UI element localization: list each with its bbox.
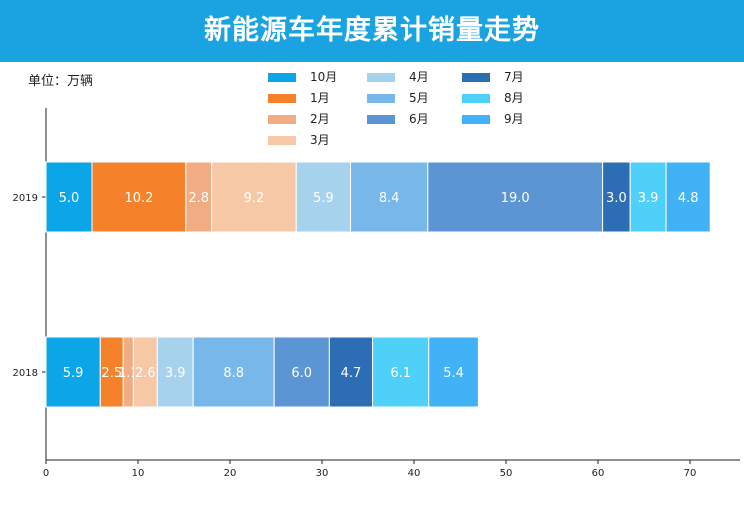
legend-swatch <box>462 73 490 82</box>
data-label: 10.2 <box>124 191 153 206</box>
data-label: 8.4 <box>379 191 400 206</box>
bar-segment <box>295 161 352 233</box>
data-label: 3.9 <box>165 366 186 381</box>
data-label: 4.7 <box>341 366 362 381</box>
legend-label: 3月 <box>310 133 330 147</box>
data-label: 3.0 <box>606 191 627 206</box>
data-label: 3.9 <box>638 191 659 206</box>
y-tick-label: 2018 <box>13 368 38 379</box>
legend-swatch <box>367 94 395 103</box>
x-tick-label: 10 <box>132 468 145 479</box>
data-label: 5.9 <box>313 191 334 206</box>
legend-label: 1月 <box>310 91 330 105</box>
bar-segment <box>372 336 430 408</box>
bar-segment <box>629 161 667 233</box>
legend-swatch <box>367 73 395 82</box>
data-label: 6.0 <box>291 366 312 381</box>
legend-label: 2月 <box>310 112 330 126</box>
bar-segment <box>192 336 275 408</box>
legend-swatch <box>462 115 490 124</box>
legend-label: 4月 <box>409 70 429 84</box>
data-label: 2.8 <box>188 191 209 206</box>
x-tick-label: 30 <box>316 468 329 479</box>
bar-segment <box>45 336 101 408</box>
bar-segment <box>91 161 187 233</box>
legend-swatch <box>268 115 296 124</box>
legend-label: 8月 <box>504 91 524 105</box>
data-label: 2.5 <box>101 366 122 381</box>
legend-swatch <box>268 73 296 82</box>
bar-segment <box>211 161 297 233</box>
legend-label: 7月 <box>504 70 524 84</box>
chart-title: 新能源车年度累计销量走势 <box>204 15 540 46</box>
x-tick-label: 50 <box>500 468 513 479</box>
data-label: 8.8 <box>223 366 244 381</box>
legend-swatch <box>268 94 296 103</box>
x-tick-label: 20 <box>224 468 237 479</box>
bar-segment <box>185 161 213 233</box>
data-label: 6.1 <box>390 366 411 381</box>
y-tick-label: 2019 <box>13 193 38 204</box>
legend-swatch <box>367 115 395 124</box>
bar-segment <box>665 161 711 233</box>
legend-label: 9月 <box>504 112 524 126</box>
x-tick-label: 40 <box>408 468 421 479</box>
bar-segment <box>428 336 479 408</box>
data-label: 5.0 <box>59 191 80 206</box>
data-label: 2.6 <box>135 366 156 381</box>
data-label: 19.0 <box>501 191 530 206</box>
unit-label: 单位：万辆 <box>28 74 94 89</box>
x-tick-label: 60 <box>592 468 605 479</box>
data-label: 4.8 <box>678 191 699 206</box>
legend-label: 6月 <box>409 112 429 126</box>
data-label: 9.2 <box>244 191 265 206</box>
x-tick-label: 0 <box>43 468 49 479</box>
bar-segment <box>273 336 330 408</box>
legend-swatch <box>268 136 296 145</box>
data-label: 5.4 <box>443 366 464 381</box>
legend-swatch <box>462 94 490 103</box>
data-label: 5.9 <box>63 366 84 381</box>
legend-label: 10月 <box>310 70 337 84</box>
bar-segment <box>156 336 194 408</box>
bar-segment <box>427 161 604 233</box>
legend-label: 5月 <box>409 91 429 105</box>
title-bar <box>0 0 744 62</box>
x-tick-label: 70 <box>684 468 697 479</box>
